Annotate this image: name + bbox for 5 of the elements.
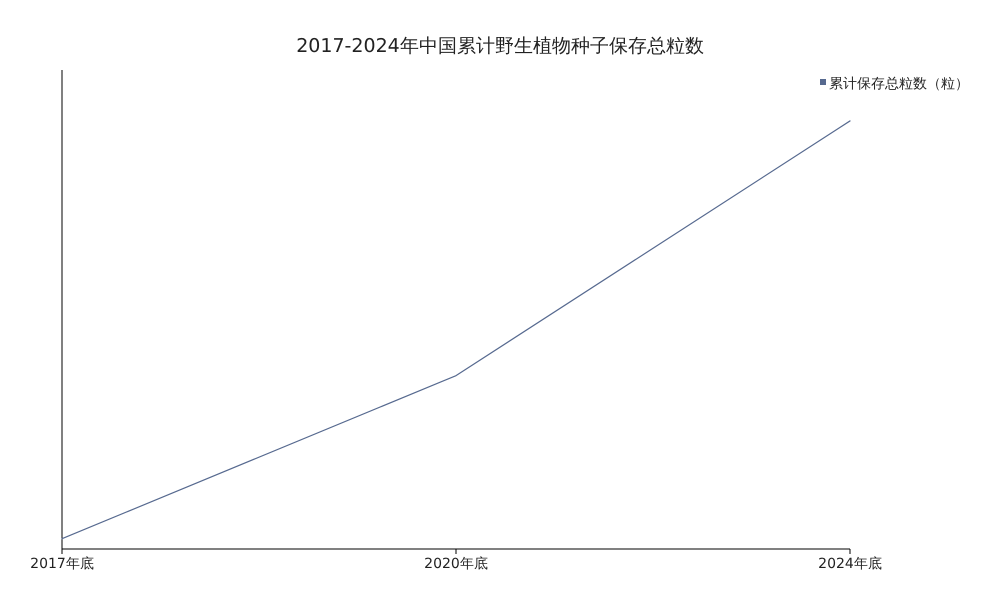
- x-tick-label: 2020年底: [424, 556, 488, 572]
- legend-label: 累计保存总粒数（粒）: [829, 76, 969, 92]
- x-tick-label: 2024年底: [818, 556, 882, 572]
- chart-title: 2017-2024年中国累计野生植物种子保存总粒数: [296, 35, 704, 57]
- x-tick-label: 2017年底: [30, 556, 94, 572]
